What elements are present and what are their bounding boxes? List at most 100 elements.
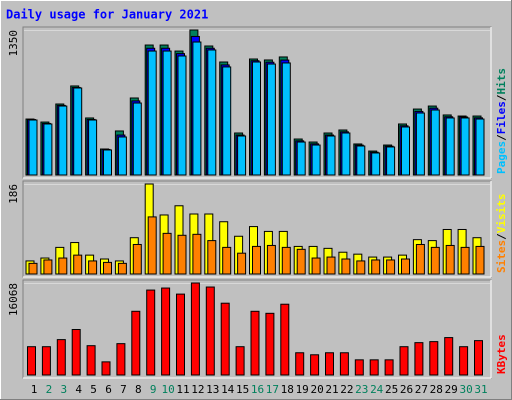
bar [28, 262, 38, 275]
bar [207, 240, 217, 275]
y-tick-label: 1350 [7, 30, 20, 57]
bar [296, 248, 306, 275]
bar [386, 146, 396, 176]
bar [430, 109, 440, 176]
bar [103, 261, 112, 275]
x-tick-label: 28 [430, 383, 443, 396]
x-tick-label: 22 [340, 383, 353, 396]
bar [132, 102, 142, 176]
bar [369, 359, 379, 376]
bar [220, 302, 230, 376]
bar [266, 63, 276, 176]
legend-entry: Hits [495, 68, 508, 95]
y-tick-label: 186 [7, 184, 20, 204]
bar [281, 62, 291, 176]
x-tick-label: 30 [459, 383, 472, 396]
bar [280, 303, 290, 376]
x-tick-label: 27 [415, 383, 428, 396]
bar [207, 49, 217, 176]
chart-title: Daily usage for January 2021 [6, 8, 208, 22]
bar [88, 260, 98, 275]
bar [131, 310, 141, 376]
bar [56, 339, 66, 376]
bar [222, 66, 232, 176]
bar [474, 340, 483, 376]
bar [250, 310, 260, 376]
bar [341, 258, 351, 275]
bar [147, 50, 157, 176]
bar [147, 216, 157, 275]
bar [281, 246, 291, 275]
bar [116, 343, 126, 376]
bar [295, 352, 305, 376]
bar [176, 293, 185, 376]
legend-text: Pages/Files/Hits [495, 68, 508, 174]
bar [117, 262, 127, 275]
x-tick-label: 20 [310, 383, 323, 396]
x-tick-label: 29 [445, 383, 458, 396]
bar [71, 328, 81, 376]
bar [237, 135, 247, 176]
bar [445, 244, 455, 275]
bar [341, 132, 351, 176]
bar [445, 117, 455, 176]
bar [265, 312, 275, 376]
x-tick-label: 17 [266, 383, 279, 396]
bar [58, 257, 68, 275]
bar [430, 246, 440, 275]
x-tick-label: 9 [150, 383, 157, 396]
bar [326, 256, 336, 275]
bar [399, 346, 409, 376]
bar [192, 233, 202, 275]
bar [41, 346, 51, 376]
bar [27, 346, 36, 376]
bar [296, 141, 306, 176]
bar [103, 149, 112, 176]
bar [459, 346, 469, 376]
bar [356, 145, 366, 176]
x-tick-label: 3 [60, 383, 67, 396]
x-tick-label: 12 [191, 383, 204, 396]
x-tick-label: 7 [120, 383, 127, 396]
bar [28, 119, 38, 176]
x-tick-label: 26 [400, 383, 413, 396]
legend-separator: / [495, 134, 508, 141]
bar [192, 41, 202, 176]
bar [325, 352, 334, 376]
bar [429, 341, 439, 376]
legend-text: KBytes [495, 334, 508, 374]
bar [415, 112, 425, 176]
bar [444, 337, 454, 376]
x-tick-label: 25 [385, 383, 398, 396]
x-tick-label: 4 [75, 383, 82, 396]
bar [415, 243, 425, 275]
legend-entry: Pages [495, 141, 508, 174]
bar [371, 152, 381, 176]
x-tick-label: 10 [161, 383, 174, 396]
bar [190, 282, 200, 376]
bar [73, 254, 83, 275]
bar [356, 260, 366, 275]
x-tick-label: 8 [135, 383, 142, 396]
x-tick-label: 23 [355, 383, 368, 396]
x-tick-label: 1 [31, 383, 38, 396]
x-tick-label: 24 [370, 383, 384, 396]
bar [460, 246, 470, 275]
x-tick-label: 31 [474, 383, 487, 396]
bar [354, 359, 364, 376]
legend-entry: Files [495, 101, 508, 134]
bar [401, 126, 410, 176]
bar [43, 259, 53, 275]
bar [414, 342, 424, 376]
legend-separator: / [495, 94, 508, 101]
legend-separator: / [495, 233, 508, 240]
bar [177, 234, 187, 275]
bar [401, 258, 410, 275]
legend: Pages/Files/Hits [495, 68, 508, 174]
bar [311, 257, 321, 275]
bar [86, 345, 96, 376]
legend-text: Sites/Visits [495, 194, 508, 274]
bar [252, 61, 261, 176]
bar [73, 87, 83, 176]
